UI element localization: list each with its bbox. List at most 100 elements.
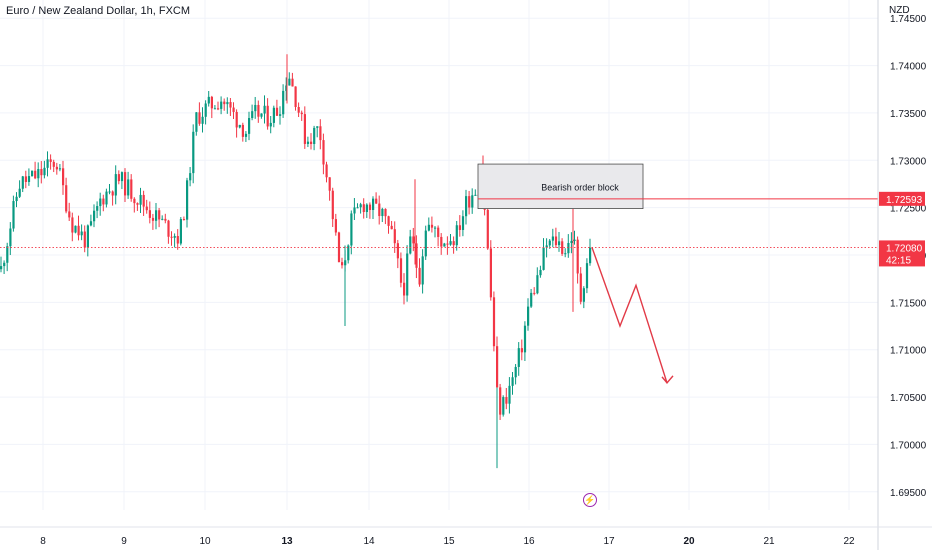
candle-body xyxy=(496,346,499,388)
candle-body xyxy=(409,236,412,254)
candle-body xyxy=(356,207,359,209)
candle-body xyxy=(353,207,356,214)
candle-body xyxy=(164,218,167,221)
current-price-tag xyxy=(879,240,925,267)
candle-body xyxy=(62,168,65,186)
candle-body xyxy=(378,203,381,217)
candle-body xyxy=(561,241,564,254)
price-tick-label: 1.74000 xyxy=(890,62,927,73)
overlays: Bearish order block xyxy=(0,163,878,384)
candle-body xyxy=(368,204,372,210)
candle-body xyxy=(46,159,49,168)
candle-body xyxy=(217,108,220,110)
candle-body xyxy=(18,188,21,197)
candle-body xyxy=(21,176,24,189)
time-tick-label: 16 xyxy=(523,536,535,547)
candle-body xyxy=(579,273,582,302)
current-price-tag-text: 1.72080 xyxy=(886,243,923,254)
candle-body xyxy=(492,297,496,347)
candle-body xyxy=(375,198,378,204)
candle-body xyxy=(393,229,396,244)
candle-body xyxy=(458,225,461,230)
candle-body xyxy=(232,107,235,112)
candle-body xyxy=(523,325,527,353)
candle-body xyxy=(43,167,46,176)
candle-body xyxy=(120,172,124,182)
candle-body xyxy=(223,101,226,105)
candle-body xyxy=(539,269,542,276)
candle-body xyxy=(430,224,434,228)
candle-body xyxy=(434,227,437,229)
candle-body xyxy=(508,385,511,404)
projection-arrowhead xyxy=(661,375,674,384)
price-tick-label: 1.69500 xyxy=(890,488,927,499)
candle-body xyxy=(179,219,182,244)
candle-body xyxy=(52,161,55,167)
candle-body xyxy=(195,112,198,132)
lightning-icon[interactable]: ⚡ xyxy=(583,493,597,507)
candle-body xyxy=(136,203,139,205)
symbol-title: Euro / New Zealand Dollar, 1h, FXCM xyxy=(6,5,191,17)
candle-body xyxy=(446,243,449,245)
price-tick-label: 1.71500 xyxy=(890,298,927,309)
candle-body xyxy=(34,170,37,179)
candle-body xyxy=(328,177,331,191)
projection-arrow-path xyxy=(591,247,668,384)
candle-body xyxy=(235,111,238,128)
candle-body xyxy=(542,247,545,270)
candle-body xyxy=(204,103,207,117)
candle-body xyxy=(251,111,254,119)
candle-body xyxy=(244,133,248,137)
candle-body xyxy=(437,227,440,237)
candle-body xyxy=(502,397,505,415)
candle-body xyxy=(139,194,142,205)
candle-body xyxy=(275,107,279,116)
candle-body xyxy=(37,169,40,179)
candle-body xyxy=(567,243,570,254)
candle-body xyxy=(285,85,288,91)
candle-body xyxy=(167,220,170,237)
candle-body xyxy=(551,236,554,241)
candle-body xyxy=(170,236,173,238)
candle-body xyxy=(313,127,316,145)
candle-body xyxy=(55,166,58,170)
candle-body xyxy=(198,112,201,124)
price-tick-label: 1.73000 xyxy=(890,156,927,167)
candle-body xyxy=(176,236,179,244)
candle-body xyxy=(238,124,241,128)
time-tick-label: 20 xyxy=(683,536,695,547)
order-block-rect xyxy=(477,163,644,209)
candle-body xyxy=(418,267,421,285)
candle-body xyxy=(207,96,210,104)
candle-body xyxy=(427,224,430,231)
price-tick-label: 1.73500 xyxy=(890,109,927,120)
candle-body xyxy=(337,232,341,263)
candle-body xyxy=(530,292,533,307)
candle-body xyxy=(322,140,325,165)
candle-body xyxy=(573,239,576,241)
candles xyxy=(0,54,592,469)
candle-body xyxy=(527,306,530,326)
candle-body xyxy=(387,216,390,226)
candle-body xyxy=(282,90,285,115)
time-tick-label: 14 xyxy=(363,536,375,547)
price-tick-label: 1.72500 xyxy=(890,204,927,215)
level-price-tag xyxy=(879,191,925,206)
candle-body xyxy=(505,397,508,404)
candle-body xyxy=(96,206,99,211)
time-tick-label: 15 xyxy=(443,536,455,547)
candle-body xyxy=(257,104,260,117)
candle-body xyxy=(0,266,3,270)
time-tick-label: 8 xyxy=(40,536,46,547)
candle-body xyxy=(384,208,387,217)
candle-body xyxy=(3,262,6,267)
time-tick-label: 13 xyxy=(281,536,293,547)
candle-body xyxy=(40,169,43,176)
candle-body xyxy=(406,253,409,296)
candle-body xyxy=(108,191,111,193)
candle-body xyxy=(226,102,229,105)
candle-body xyxy=(220,101,223,109)
candle-body xyxy=(325,164,328,178)
